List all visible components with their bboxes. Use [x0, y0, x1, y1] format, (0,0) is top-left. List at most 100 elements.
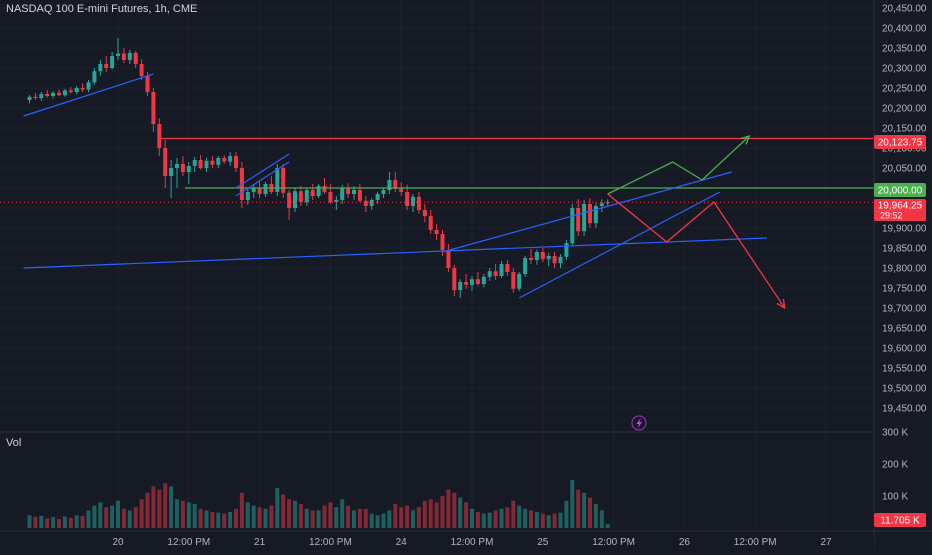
candle-body	[346, 188, 351, 194]
volume-bar	[257, 507, 262, 528]
time-tick-label: 21	[254, 537, 266, 548]
candle-body	[68, 90, 73, 92]
candle-body	[57, 92, 61, 96]
candle-body	[605, 202, 610, 204]
volume-bar	[304, 508, 309, 528]
volume-bar	[440, 496, 445, 528]
price-tick-label: 20,050.00	[882, 164, 927, 175]
volume-bar	[116, 500, 120, 528]
candle-body	[529, 258, 533, 260]
time-tick-label: 12:00 PM	[592, 537, 635, 548]
drawings[interactable]	[0, 73, 874, 310]
candle-body	[281, 168, 286, 193]
volume-bar	[180, 500, 185, 528]
candle-body	[127, 52, 132, 60]
time-tick-label: 12:00 PM	[167, 537, 210, 548]
candle-body	[393, 180, 398, 189]
candle-body	[446, 250, 451, 268]
volume-bar	[145, 492, 150, 528]
volume-bar	[157, 489, 162, 528]
candle-body	[523, 258, 528, 274]
volume-bar	[493, 510, 498, 528]
candle-body	[39, 94, 44, 98]
volume-bar	[293, 500, 297, 528]
candle-body	[546, 256, 551, 260]
volume-bar	[74, 515, 79, 528]
volume-bar	[523, 508, 528, 528]
volume-bar	[346, 505, 351, 528]
time-tick-label: 12:00 PM	[309, 537, 352, 548]
candle-body	[481, 276, 486, 284]
candle-body	[399, 188, 404, 192]
volume-bar	[363, 508, 368, 528]
volume-bar	[228, 512, 233, 528]
candle-body	[499, 264, 504, 276]
time-tick-label: 27	[820, 537, 832, 548]
candle-body	[511, 272, 516, 289]
candle-body	[293, 191, 297, 208]
candle-body	[33, 96, 38, 98]
candle-body	[416, 196, 421, 210]
price-tick-label: 19,900.00	[882, 224, 927, 235]
trendline-long-support	[23, 237, 768, 269]
candle-body	[440, 234, 445, 250]
time-tick-label: 25	[537, 537, 549, 548]
candle-body	[216, 158, 221, 165]
candle-body	[92, 71, 97, 83]
level-price-tag: 20,000.00	[874, 183, 926, 197]
candle-body	[186, 166, 191, 172]
volume-bar	[475, 512, 480, 528]
candle-body	[505, 264, 510, 272]
volume-bar	[275, 488, 280, 528]
candle-body	[275, 168, 280, 192]
volume-bar	[481, 513, 486, 528]
time-tick-label: 24	[396, 537, 408, 548]
volume-bar	[80, 515, 85, 528]
candle-body	[310, 190, 315, 196]
volume-bar	[45, 518, 50, 528]
candle-body	[210, 160, 215, 165]
price-axis-background	[874, 0, 932, 550]
volume-bar	[434, 502, 439, 528]
trendline-flag-lower	[235, 161, 290, 197]
time-tick-label: 12:00 PM	[451, 537, 494, 548]
volume-bar	[251, 505, 256, 528]
volume-bar	[422, 500, 427, 528]
volume-tick-label: 300 K	[882, 428, 908, 439]
volume-bar	[399, 507, 404, 528]
candle-body	[116, 53, 120, 56]
candle-body	[493, 271, 498, 276]
volume-bar	[51, 517, 56, 528]
candle-body	[45, 94, 50, 96]
candle-body	[428, 216, 433, 230]
volume-bar	[139, 499, 144, 528]
volume-bar	[352, 510, 356, 528]
volume-bar	[62, 516, 67, 528]
volume-bar	[582, 492, 587, 528]
lightning-bolt-icon[interactable]	[631, 415, 647, 431]
price-tick-label: 19,450.00	[882, 404, 927, 415]
candle-body	[157, 124, 162, 148]
bearish-path	[607, 193, 786, 309]
candle-body	[110, 56, 115, 68]
candle-body	[564, 243, 569, 257]
candle-body	[251, 188, 256, 192]
candle-body	[588, 204, 592, 224]
volume-bar	[464, 502, 469, 528]
candle-body	[180, 164, 185, 172]
volume-bar	[334, 507, 339, 528]
resistance-price-tag: 20,123.75	[874, 135, 926, 149]
volume-bar	[605, 524, 610, 528]
volume-bar	[151, 486, 156, 528]
candle-body	[369, 200, 374, 206]
candle-body	[328, 192, 333, 202]
volume-bar	[234, 508, 238, 528]
volume-bar	[133, 507, 138, 528]
candle-body	[405, 192, 410, 206]
time-axis[interactable]: 20 12:00 PM 21 12:00 PM 24 12:00 PM 25 12:00 PM…	[112, 537, 832, 548]
volume-bar	[216, 512, 221, 528]
price-tick-label: 20,300.00	[882, 64, 927, 75]
volume-tick-label: 200 K	[882, 460, 908, 471]
